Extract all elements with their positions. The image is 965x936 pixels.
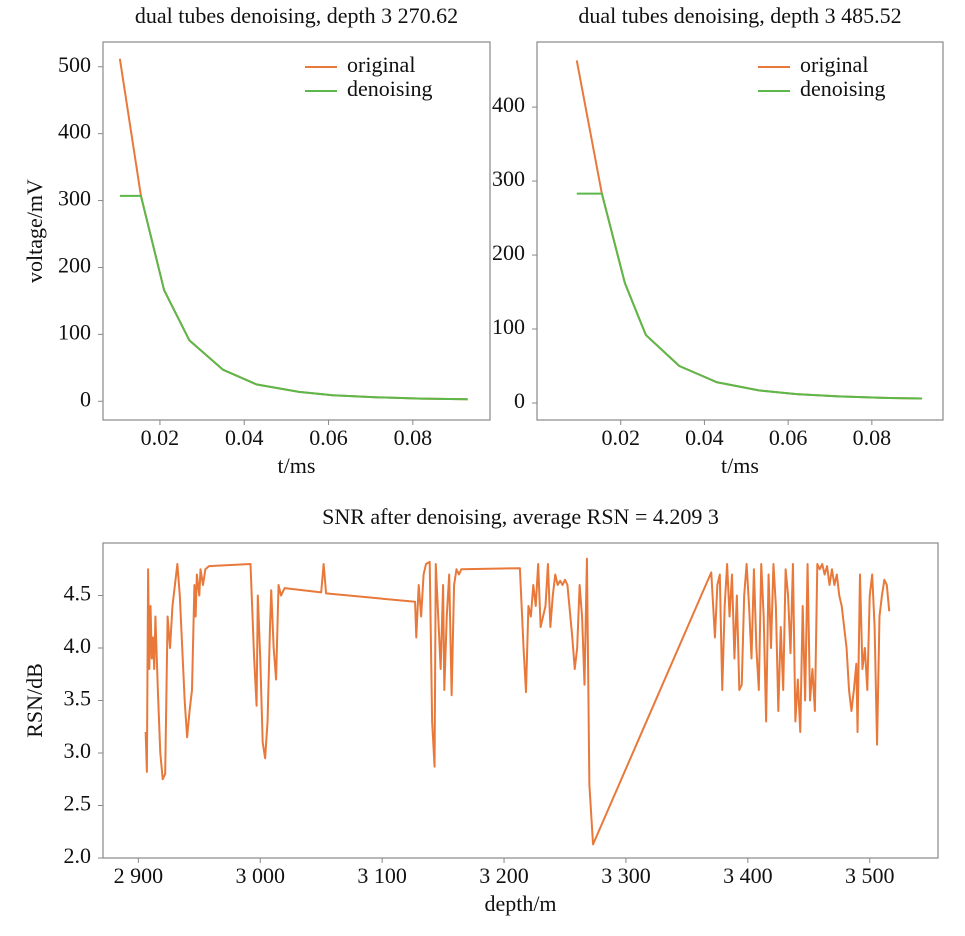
- y-tick-label: 500: [58, 52, 91, 77]
- x-tick-label: 0.04: [685, 425, 724, 450]
- y-tick-label: 200: [492, 240, 525, 265]
- x-tick-label: 2 900: [114, 863, 164, 888]
- y-tick-label: 100: [58, 319, 91, 344]
- x-tick-label: 0.08: [853, 425, 892, 450]
- y-tick-label: 400: [58, 119, 91, 144]
- x-tick-label: 0.06: [769, 425, 808, 450]
- x-tick-label: 3 400: [723, 863, 773, 888]
- y-tick-label: 200: [58, 253, 91, 278]
- chart-title: SNR after denoising, average RSN = 4.209…: [322, 504, 719, 529]
- legend-label: original: [347, 52, 415, 77]
- chart-title: dual tubes denoising, depth 3 485.52: [578, 3, 901, 28]
- legend-label: denoising: [347, 76, 433, 101]
- x-tick-label: 0.02: [601, 425, 640, 450]
- legend-label: denoising: [800, 76, 886, 101]
- x-tick-label: 3 200: [479, 863, 529, 888]
- x-tick-label: 3 000: [235, 863, 285, 888]
- y-tick-label: 4.5: [64, 581, 92, 606]
- y-tick-label: 3.5: [64, 686, 92, 711]
- y-tick-label: 100: [492, 314, 525, 339]
- legend-label: original: [800, 52, 868, 77]
- y-tick-label: 0: [80, 386, 91, 411]
- series-line: [576, 192, 923, 400]
- x-tick-label: 0.08: [394, 425, 433, 450]
- y-tick-label: 3.0: [64, 738, 92, 763]
- y-tick-label: 2.0: [64, 843, 92, 868]
- y-axis-label: voltage/mV: [22, 179, 47, 283]
- x-axis-label: t/ms: [721, 453, 759, 478]
- y-tick-label: 300: [492, 166, 525, 191]
- y-tick-label: 0: [514, 388, 525, 413]
- y-tick-label: 4.0: [64, 633, 92, 658]
- x-axis-label: t/ms: [278, 453, 316, 478]
- series-line: [119, 194, 468, 401]
- x-axis-label: depth/m: [484, 891, 556, 916]
- x-tick-label: 0.04: [225, 425, 264, 450]
- y-tick-label: 400: [492, 92, 525, 117]
- x-tick-label: 3 500: [845, 863, 895, 888]
- series-line: [144, 557, 891, 846]
- x-tick-label: 3 300: [601, 863, 651, 888]
- plot-frame: [102, 41, 491, 421]
- chart-title: dual tubes denoising, depth 3 270.62: [135, 3, 458, 28]
- y-axis-label: RSN/dB: [22, 663, 47, 738]
- series-line: [575, 60, 923, 400]
- y-tick-label: 2.5: [64, 791, 92, 816]
- x-tick-label: 0.02: [141, 425, 180, 450]
- x-tick-label: 0.06: [309, 425, 348, 450]
- series-line: [118, 58, 468, 401]
- x-tick-label: 3 100: [357, 863, 407, 888]
- plot-frame: [536, 41, 944, 421]
- y-tick-label: 300: [58, 186, 91, 211]
